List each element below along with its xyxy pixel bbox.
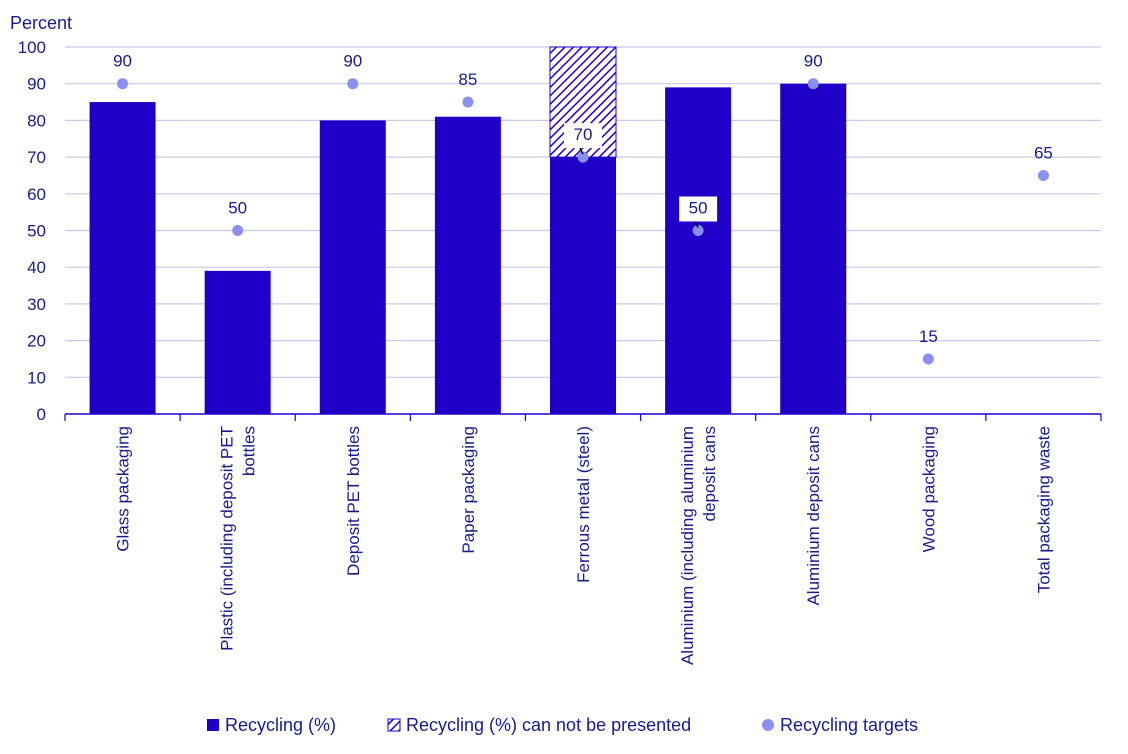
target-point bbox=[462, 96, 474, 108]
target-point bbox=[117, 78, 129, 90]
target-data-label: 90 bbox=[343, 52, 362, 71]
legend: Recycling (%) Recycling (%) can not be pr… bbox=[207, 715, 918, 735]
target-points bbox=[117, 78, 1049, 365]
legend-swatch-not-presented bbox=[387, 718, 401, 732]
target-data-label: 50 bbox=[228, 199, 247, 218]
x-category-label: Total packaging waste bbox=[1034, 426, 1053, 593]
y-tick-label: 0 bbox=[37, 405, 46, 424]
y-axis-title: Percent bbox=[10, 13, 72, 33]
data-label-leader bbox=[694, 221, 699, 228]
x-category-label: Glass packaging bbox=[114, 426, 133, 552]
x-category-label: Aluminium deposit cans bbox=[804, 426, 823, 606]
data-label-box bbox=[564, 123, 602, 149]
bar-recycling bbox=[550, 157, 616, 414]
bar-recycling bbox=[204, 270, 271, 414]
bar-recycling bbox=[780, 83, 847, 414]
x-category-label: Wood packaging bbox=[919, 426, 938, 552]
x-category-label: Plastic (including deposit PET bbox=[218, 426, 237, 651]
target-point bbox=[577, 151, 589, 163]
x-category-label: Ferrous metal (steel) bbox=[574, 426, 593, 583]
target-point bbox=[807, 78, 819, 90]
x-category-label: Aluminium (including aluminium bbox=[678, 426, 697, 665]
data-label-box bbox=[679, 196, 718, 222]
y-tick-label: 30 bbox=[27, 295, 46, 314]
legend-label: Recycling (%) bbox=[225, 715, 336, 735]
x-category-label: Deposit PET bottles bbox=[344, 426, 363, 576]
y-tick-label: 50 bbox=[27, 222, 46, 241]
target-point bbox=[922, 353, 934, 365]
bar-recycling bbox=[665, 87, 732, 415]
data-label-leader bbox=[579, 147, 584, 155]
axes: 0 10 20 30 40 50 60 70 80 90 100 Percent Glass packa… bbox=[10, 13, 1102, 665]
y-tick-label: 20 bbox=[27, 332, 46, 351]
target-point bbox=[232, 225, 244, 236]
target-point bbox=[692, 225, 704, 236]
target-data-label: 85 bbox=[458, 70, 477, 89]
target-data-label: 70 bbox=[574, 125, 593, 144]
y-tick-label: 100 bbox=[18, 38, 46, 57]
bar-recycling bbox=[319, 120, 386, 415]
y-tick-label: 70 bbox=[27, 148, 46, 167]
legend-label: Recycling targets bbox=[780, 715, 918, 735]
x-category-label: Paper packaging bbox=[459, 426, 478, 554]
bar-recycling bbox=[89, 102, 156, 415]
target-point bbox=[347, 78, 359, 90]
target-data-label: 90 bbox=[804, 52, 823, 71]
y-tick-label: 60 bbox=[27, 185, 46, 204]
target-point bbox=[1037, 169, 1049, 181]
legend-label: Recycling (%) can not be presented bbox=[406, 715, 691, 735]
y-tick-label: 90 bbox=[27, 75, 46, 94]
legend-swatch-recycling bbox=[207, 719, 219, 731]
target-data-label: 90 bbox=[113, 52, 132, 71]
x-category-label: bottles bbox=[240, 426, 259, 476]
x-category-label: deposit cans bbox=[700, 426, 719, 521]
y-tick-label: 80 bbox=[27, 111, 46, 130]
y-tick-label: 40 bbox=[27, 258, 46, 277]
data-labels: 90 50 90 85 70 50 90 15 65 bbox=[113, 52, 1053, 346]
target-data-label: 65 bbox=[1034, 143, 1053, 162]
target-data-label: 50 bbox=[689, 199, 708, 218]
bar-recycling bbox=[434, 116, 501, 414]
bars bbox=[89, 46, 847, 415]
target-data-label: 15 bbox=[919, 327, 938, 346]
y-tick-label: 10 bbox=[27, 368, 46, 387]
legend-swatch-targets bbox=[762, 719, 774, 731]
